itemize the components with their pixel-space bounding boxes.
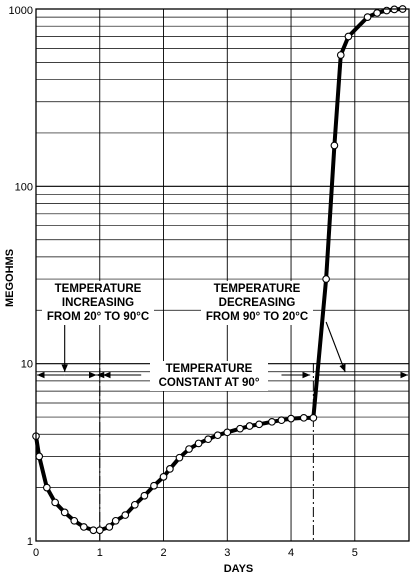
data-point xyxy=(330,141,339,150)
x-tick-label: 3 xyxy=(224,547,230,559)
data-point xyxy=(322,275,330,283)
y-tick-label: 100 xyxy=(15,181,33,193)
annotation-bg xyxy=(42,281,154,325)
data-point xyxy=(299,413,308,422)
data-point xyxy=(344,32,353,41)
data-point xyxy=(140,491,149,500)
arrows xyxy=(37,321,408,379)
data-point xyxy=(336,51,345,59)
data-point xyxy=(79,523,88,531)
y-tick-label: 1 xyxy=(27,536,33,548)
annotation-line: TEMPERATURE xyxy=(214,283,301,295)
data-point xyxy=(185,445,193,453)
leader-decreasing xyxy=(325,321,346,373)
data-point xyxy=(363,13,372,21)
data-point xyxy=(236,424,244,433)
data-point xyxy=(213,431,222,440)
annotation-line: TEMPERATURE xyxy=(166,363,253,375)
x-axis-title: DAYS xyxy=(224,563,254,575)
x-tick-label: 1 xyxy=(97,547,103,559)
annotation-line: FROM 20° TO 90°C xyxy=(47,311,149,323)
x-tick-label: 5 xyxy=(352,547,358,559)
reference-lines xyxy=(99,350,314,541)
data-point xyxy=(382,6,391,15)
data-point xyxy=(42,483,51,492)
data-point xyxy=(60,508,69,517)
plot-frame xyxy=(35,8,410,542)
data-point xyxy=(245,422,254,430)
grid xyxy=(36,9,409,541)
data-point xyxy=(159,473,168,481)
data-point xyxy=(287,414,295,423)
data-point xyxy=(51,498,59,507)
data-point xyxy=(105,523,114,531)
annotation-line: FROM 90° TO 20°C xyxy=(206,311,308,323)
x-tick-label: 2 xyxy=(160,547,166,559)
data-point xyxy=(255,420,264,429)
annotation-bg xyxy=(201,281,313,325)
data-point xyxy=(111,516,120,525)
data-point xyxy=(223,428,232,437)
annotation-line: TEMPERATURE xyxy=(55,283,142,295)
data-point xyxy=(268,417,276,426)
x-tick-label: 0 xyxy=(33,547,39,559)
data-point xyxy=(95,526,104,535)
data-point xyxy=(373,9,381,17)
y-axis-title: MEGOHMS xyxy=(4,249,16,307)
annotation-line: INCREASING xyxy=(62,297,134,309)
data-point xyxy=(35,452,44,461)
annotation-line: CONSTANT AT 90° xyxy=(159,377,260,389)
data-point xyxy=(150,481,158,490)
data-point xyxy=(89,526,98,535)
annotation-line: DECREASING xyxy=(219,297,296,309)
data-point xyxy=(70,516,79,525)
series-line xyxy=(34,7,405,533)
data-point xyxy=(175,453,184,462)
data-point xyxy=(204,435,213,444)
data-point xyxy=(121,511,130,519)
x-tick-label: 4 xyxy=(288,547,294,559)
data-point xyxy=(166,465,174,473)
data-point xyxy=(194,439,203,448)
data-point xyxy=(277,416,286,425)
y-tick-label: 1000 xyxy=(9,5,33,17)
annotation-bg xyxy=(150,361,268,391)
data-point xyxy=(309,413,318,422)
data-point xyxy=(130,500,139,509)
data-curve xyxy=(32,5,407,535)
y-tick-label: 10 xyxy=(21,359,33,371)
